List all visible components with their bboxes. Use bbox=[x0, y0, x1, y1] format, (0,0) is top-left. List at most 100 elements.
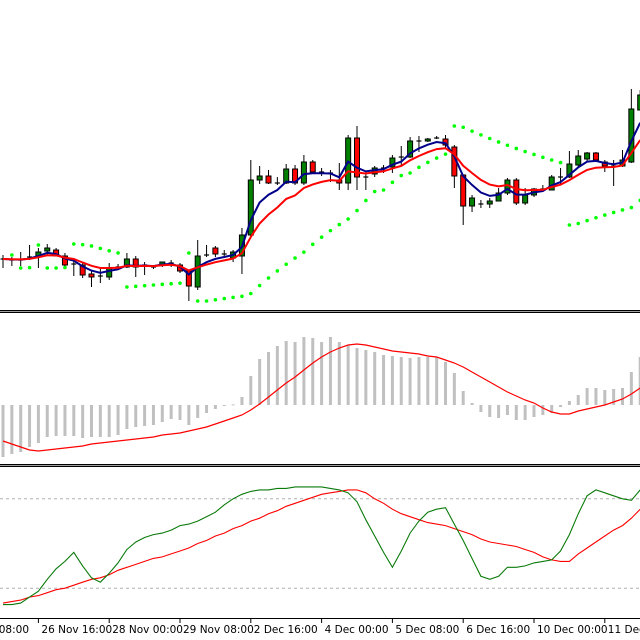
candle bbox=[434, 136, 440, 139]
sar-dot bbox=[89, 244, 94, 248]
macd-histogram-bar bbox=[72, 405, 76, 436]
sar-dot bbox=[116, 251, 120, 255]
macd-histogram-bar bbox=[116, 405, 120, 435]
time-axis-label: 29 Nov 08:00 bbox=[183, 624, 254, 636]
sar-dot bbox=[328, 228, 333, 233]
candle-body bbox=[88, 273, 95, 278]
candle bbox=[274, 177, 280, 185]
macd-histogram-bar bbox=[249, 376, 253, 405]
sar-dot bbox=[302, 250, 306, 254]
macd-histogram-bar bbox=[532, 405, 536, 417]
macd-histogram-bar bbox=[382, 355, 386, 405]
candle bbox=[212, 246, 219, 257]
time-axis-label: 11 Dec 08:00 bbox=[608, 624, 640, 636]
macd-histogram-bar bbox=[36, 405, 40, 443]
macd-histogram-bar bbox=[98, 405, 102, 437]
macd-histogram-bar bbox=[328, 337, 332, 405]
candle bbox=[363, 172, 369, 190]
candle-body bbox=[354, 137, 360, 178]
candle-body bbox=[592, 152, 599, 161]
sar-dot bbox=[151, 283, 156, 287]
sar-dot bbox=[275, 269, 280, 273]
macd-histogram-bar bbox=[559, 405, 563, 407]
macd-histogram-bar bbox=[523, 405, 527, 420]
sar-dot bbox=[169, 281, 173, 286]
sar-dot bbox=[133, 284, 138, 289]
sar-dot bbox=[372, 189, 377, 194]
candle-body bbox=[265, 175, 272, 184]
sar-dot bbox=[125, 285, 129, 289]
macd-histogram-bar bbox=[63, 405, 67, 436]
candle-body bbox=[44, 247, 51, 252]
sar-dot bbox=[434, 156, 439, 160]
sar-dot bbox=[72, 242, 76, 246]
candle bbox=[88, 270, 95, 287]
fast-moving-average-line bbox=[2, 122, 640, 276]
macd-histogram-bar bbox=[435, 357, 439, 405]
macd-histogram-bar bbox=[355, 348, 359, 405]
candle-body bbox=[495, 192, 502, 202]
candle bbox=[204, 245, 210, 257]
stochastic-pane[interactable] bbox=[0, 486, 640, 606]
candle-body bbox=[106, 267, 113, 278]
candle-body bbox=[283, 168, 290, 184]
candle-body bbox=[522, 194, 529, 204]
macd-histogram-bar bbox=[426, 357, 430, 405]
macd-histogram-bar bbox=[187, 405, 191, 425]
macd-histogram-bar bbox=[514, 405, 518, 420]
sar-dot bbox=[355, 208, 359, 213]
macd-histogram-bar bbox=[337, 342, 341, 405]
slow-moving-average-line bbox=[2, 139, 640, 272]
sar-dot bbox=[284, 262, 289, 267]
macd-histogram-bar bbox=[373, 352, 377, 405]
pane-separator[interactable] bbox=[0, 310, 640, 313]
stochastic-main-line bbox=[3, 486, 640, 606]
macd-histogram-bar bbox=[461, 391, 465, 405]
sar-dot bbox=[240, 294, 244, 299]
candle bbox=[575, 150, 582, 168]
macd-histogram-bar bbox=[505, 405, 509, 415]
macd-histogram-bar bbox=[320, 342, 324, 405]
time-axis-label: 2 Dec 16:00 bbox=[254, 624, 318, 636]
sar-dot bbox=[187, 251, 191, 255]
candle-body bbox=[300, 161, 307, 184]
sar-dot bbox=[541, 155, 545, 160]
macd-histogram-bar bbox=[444, 362, 447, 405]
macd-histogram-bar bbox=[346, 345, 350, 405]
macd-signal-line bbox=[2, 343, 640, 452]
sar-dot bbox=[390, 180, 395, 185]
pane-separator[interactable] bbox=[0, 464, 640, 467]
macd-histogram-bar bbox=[125, 405, 129, 429]
macd-pane[interactable] bbox=[1, 337, 640, 457]
candle-body bbox=[575, 155, 582, 166]
candle-body bbox=[460, 174, 467, 207]
time-axis: 08:00 26 Nov 16:00 28 Nov 00:00 29 Nov 08:0… bbox=[0, 618, 640, 636]
candle-body bbox=[79, 264, 86, 276]
sar-dot bbox=[611, 210, 616, 215]
sar-dot bbox=[10, 253, 14, 257]
price-pane[interactable] bbox=[0, 89, 640, 303]
macd-histogram-bar bbox=[576, 395, 580, 405]
candle bbox=[584, 152, 591, 161]
sar-dot bbox=[178, 281, 182, 285]
macd-histogram-bar bbox=[399, 357, 403, 405]
candle bbox=[637, 90, 640, 111]
sar-dot bbox=[18, 266, 23, 270]
sar-dot bbox=[204, 299, 209, 303]
sar-dot bbox=[346, 217, 350, 221]
macd-histogram-bar bbox=[10, 405, 14, 454]
candle bbox=[265, 170, 272, 184]
sar-dot bbox=[63, 265, 67, 270]
macd-histogram-bar bbox=[258, 359, 262, 405]
macd-histogram-bar bbox=[408, 358, 412, 405]
time-axis-label: 6 Dec 16:00 bbox=[466, 624, 530, 636]
macd-histogram-bar bbox=[169, 405, 173, 419]
candle bbox=[354, 126, 360, 190]
candle bbox=[469, 195, 476, 212]
macd-histogram-bar bbox=[28, 405, 32, 447]
sar-dot bbox=[266, 276, 271, 280]
macd-histogram-bar bbox=[417, 357, 421, 405]
sar-dot bbox=[487, 136, 492, 141]
macd-histogram-bar bbox=[567, 401, 571, 405]
